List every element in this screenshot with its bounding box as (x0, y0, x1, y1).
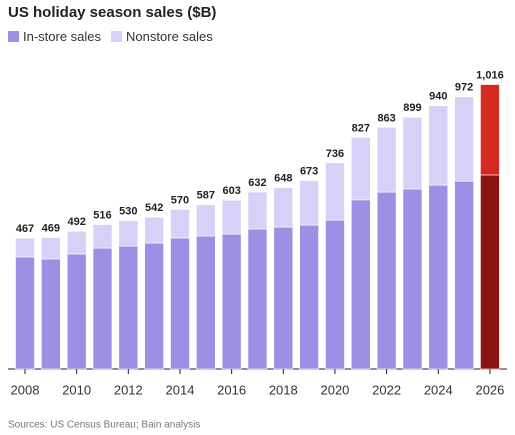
x-tick-label: 2010 (62, 382, 91, 397)
bar-segment (41, 258, 61, 370)
total-label: 542 (145, 202, 163, 214)
bar-segment (118, 220, 139, 247)
bar-segment (454, 180, 474, 370)
total-label: 587 (197, 190, 215, 202)
bar-segment (221, 199, 242, 235)
total-label: 516 (93, 209, 111, 221)
legend-label: In-store sales (23, 29, 102, 44)
chart-title: US holiday season sales ($B) (8, 4, 216, 21)
total-label: 648 (274, 172, 292, 184)
bar-segment (428, 184, 449, 370)
bar-segment (118, 245, 139, 370)
legend-label: Nonstore sales (126, 29, 213, 44)
total-label: 827 (352, 122, 370, 134)
x-tick-label: 2020 (320, 382, 349, 397)
x-tick-label: 2022 (372, 382, 401, 397)
total-label: 736 (326, 148, 344, 160)
bar-segment (480, 174, 500, 370)
x-tick-label: 2008 (11, 382, 40, 397)
total-label: 469 (42, 223, 60, 235)
x-tick-label: 2024 (424, 382, 453, 397)
bar-segment (480, 84, 500, 176)
bar-segment (325, 219, 345, 370)
bar-segment (66, 253, 87, 370)
bar-segment (273, 187, 294, 228)
bar-segment (41, 237, 61, 260)
bar-segment (196, 235, 216, 370)
bar-segment (273, 226, 294, 370)
bar-segment (350, 137, 371, 201)
bar-segment (350, 199, 371, 370)
bar-segment (402, 188, 423, 370)
bar-segment (92, 224, 113, 249)
bar-segment (325, 162, 345, 221)
bar-segment (428, 105, 449, 186)
total-label: 603 (222, 185, 240, 197)
bar-segment (247, 191, 268, 230)
bar-segment (299, 224, 319, 370)
source-note: Sources: US Census Bureau; Bain analysis (8, 420, 200, 431)
bar-segment (144, 216, 164, 244)
bar-segment (376, 191, 397, 370)
x-tick-label: 2014 (166, 382, 195, 397)
x-tick-label: 2016 (217, 382, 246, 397)
bar-segment (402, 116, 423, 190)
bar-segment (15, 256, 35, 370)
bar-segment (170, 237, 190, 370)
legend-swatch (8, 31, 19, 42)
bar-segment (247, 228, 268, 370)
total-label: 467 (16, 223, 34, 235)
bar-segment (66, 230, 87, 255)
total-label: 863 (377, 112, 395, 124)
bar-segment (92, 247, 113, 370)
bar-segment (299, 180, 319, 226)
total-label: 1,016 (476, 69, 504, 81)
total-label: 492 (67, 216, 85, 228)
x-tick-label: 2012 (114, 382, 143, 397)
total-label: 673 (300, 165, 318, 177)
bar-segment (454, 96, 474, 182)
legend-swatch (111, 31, 123, 42)
total-label: 570 (171, 194, 189, 206)
bar-segment (221, 233, 242, 370)
x-tick-label: 2026 (475, 382, 504, 397)
bar-segment (170, 209, 190, 239)
bar-segment (196, 204, 216, 237)
total-label: 899 (403, 102, 421, 114)
total-label: 530 (119, 206, 137, 218)
bar-segment (376, 127, 397, 193)
bar-segment (144, 242, 164, 370)
bar-segment (15, 237, 35, 258)
x-tick-label: 2018 (269, 382, 298, 397)
total-label: 940 (429, 91, 447, 103)
total-label: 972 (455, 82, 473, 94)
total-label: 632 (248, 177, 266, 189)
